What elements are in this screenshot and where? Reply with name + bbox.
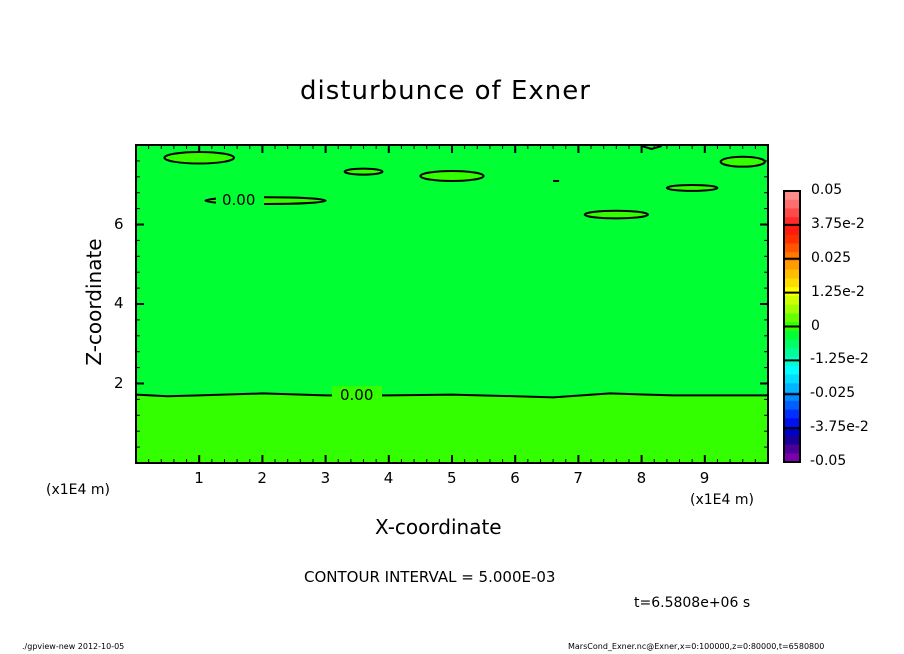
colorbar-cell — [784, 269, 800, 279]
colorbar-tick-label: 1.25e-2 — [811, 283, 865, 300]
colorbar-cell — [784, 365, 800, 376]
colorbar-cell — [784, 339, 800, 349]
colorbar-tick-label: 0.05 — [811, 182, 843, 198]
y-axis-label: Z-coordinate — [82, 238, 106, 366]
colorbar-tick-label: 0 — [811, 317, 820, 334]
x-tick-label: 3 — [320, 469, 331, 487]
contour-interval: CONTOUR INTERVAL = 5.000E-03 — [304, 568, 556, 586]
colorbar-tick-label: -3.75e-2 — [810, 419, 869, 436]
contour-label-gap — [216, 192, 264, 208]
colorbar-cell — [784, 199, 800, 209]
colorbar-cell — [784, 217, 800, 227]
contour-blob — [665, 183, 719, 192]
x-unit-label-left: (x1E4 m) — [46, 482, 110, 498]
colorbar-cell — [784, 348, 800, 358]
footer-left: ./gpview-new 2012-10-05 — [22, 642, 125, 651]
colorbar-cell — [784, 374, 800, 384]
y-tick-label: 4 — [114, 294, 124, 312]
colorbar-tick-label: 0.025 — [811, 249, 852, 266]
x-tick-label: 1 — [194, 469, 204, 487]
fill-positive-region — [136, 393, 768, 463]
x-tick-label: 7 — [573, 469, 583, 487]
x-unit-label-right: (x1E4 m) — [690, 492, 754, 508]
x-tick-label: 2 — [257, 469, 267, 487]
contour-blob — [343, 167, 384, 176]
contour-blob — [419, 170, 485, 182]
colorbar-cell — [784, 225, 800, 236]
colorbar-cell — [784, 357, 800, 367]
colorbar-cell — [784, 278, 800, 288]
colorbar-tick-label: -1.25e-2 — [810, 351, 869, 368]
colorbar-cell — [784, 304, 800, 314]
y-tick-label: 2 — [114, 373, 124, 392]
colorbar-cell — [784, 427, 800, 437]
time-label: t=6.5808e+06 s — [634, 595, 751, 611]
colorbar-cell — [784, 234, 800, 244]
contour-blob — [583, 209, 649, 220]
colorbar-cell — [784, 330, 800, 341]
x-tick-label: 4 — [383, 469, 394, 487]
contour-zero-line — [135, 392, 768, 399]
colorbar-cell — [784, 260, 800, 271]
colorbar-cell — [784, 435, 800, 446]
colorbar-cell — [784, 400, 800, 411]
contour-segment — [641, 145, 662, 151]
chart-title: disturbunce of Exner — [300, 76, 591, 106]
y-tick-label: 6 — [114, 214, 124, 233]
colorbar-cell — [784, 418, 800, 428]
colorbar-cell — [784, 191, 800, 201]
colorbar-cell — [784, 444, 800, 454]
x-tick-label: 5 — [447, 469, 457, 487]
colorbar-cell — [784, 453, 800, 463]
colorbar-cell — [784, 409, 800, 419]
x-tick-label: 6 — [510, 469, 520, 487]
colorbar-tick-label: 3.75e-2 — [811, 215, 865, 232]
colorbar-cell — [784, 243, 800, 253]
contour-label-gap — [332, 386, 382, 404]
x-axis-label: X-coordinate — [375, 515, 502, 539]
contour-label: 0.00 — [222, 191, 256, 209]
colorbar-cell — [784, 208, 800, 218]
colorbar-cell — [784, 383, 800, 393]
contour-segment — [553, 179, 560, 182]
x-tick-label: 9 — [699, 469, 710, 487]
contour-label: 0.00 — [340, 386, 374, 404]
colorbar-cell — [784, 252, 800, 262]
contour-blob — [163, 150, 235, 165]
footer-right: MarsCond_Exner.nc@Exner,x=0:100000,z=0:8… — [568, 642, 825, 651]
contour-blob — [719, 155, 766, 168]
colorbar-cell — [784, 313, 800, 323]
colorbar-cell — [784, 392, 800, 402]
x-tick-label: 8 — [636, 469, 647, 487]
colorbar-tick-label: -0.025 — [810, 385, 856, 402]
colorbar-cell — [784, 295, 800, 306]
colorbar-tick-label: -0.05 — [810, 453, 847, 469]
